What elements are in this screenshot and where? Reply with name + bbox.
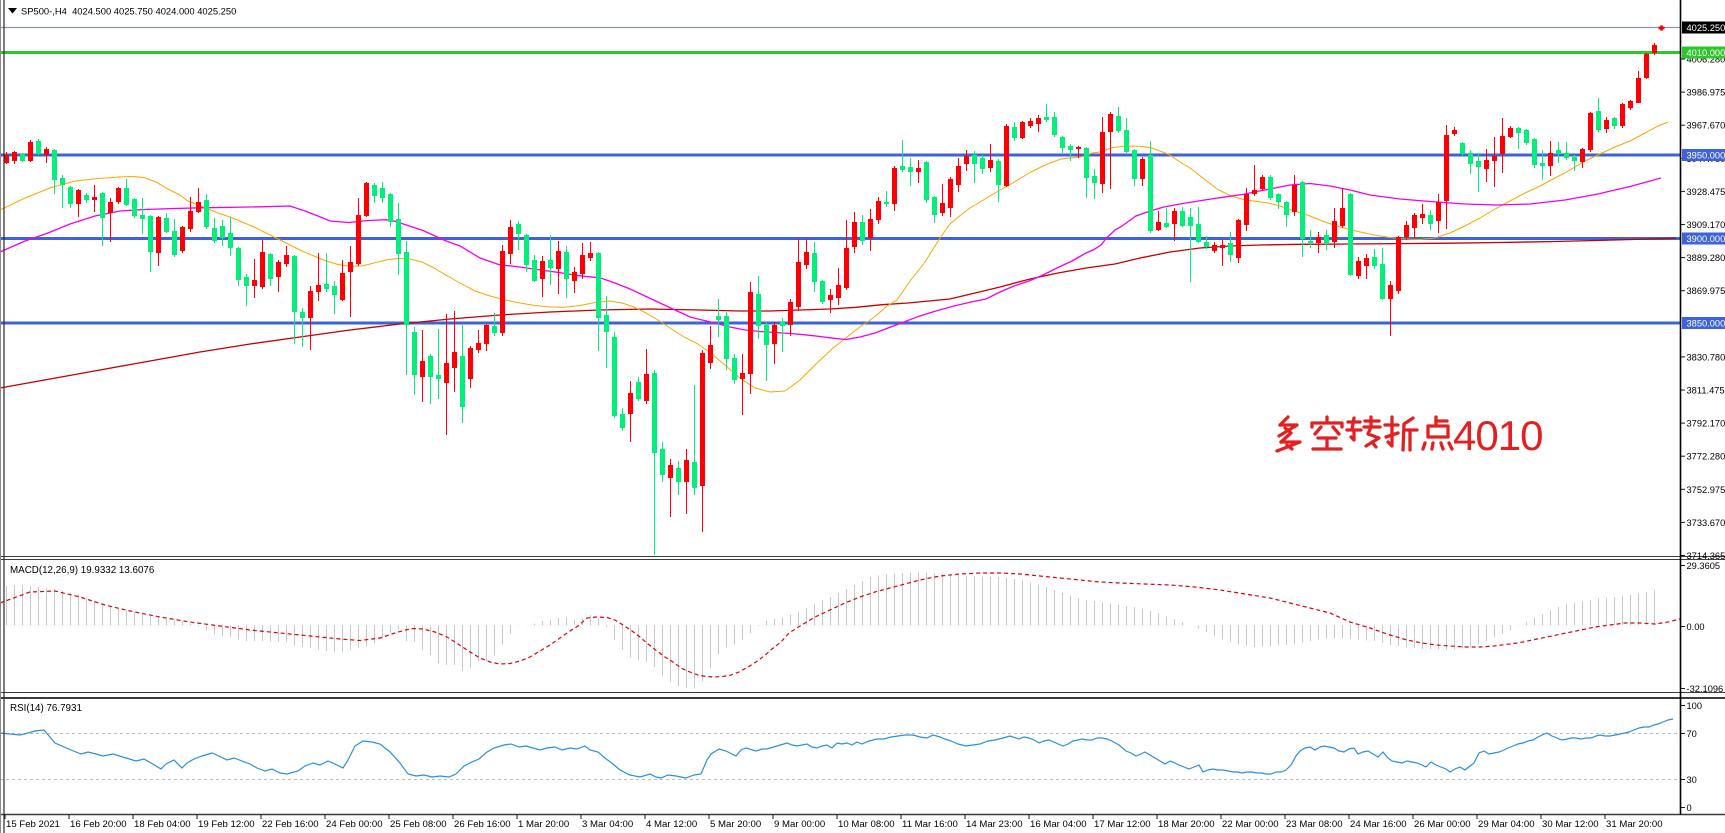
- svg-text:3900.000: 3900.000: [1687, 234, 1725, 244]
- svg-text:MACD(12,26,9) 19.9332 13.6076: MACD(12,26,9) 19.9332 13.6076: [10, 565, 155, 576]
- svg-text:4006.280: 4006.280: [1687, 55, 1725, 65]
- svg-text:-32.1096: -32.1096: [1687, 684, 1724, 694]
- svg-text:3733.670: 3733.670: [1687, 518, 1725, 528]
- svg-text:1 Mar 20:00: 1 Mar 20:00: [518, 819, 569, 830]
- svg-text:3889.280: 3889.280: [1687, 253, 1725, 263]
- svg-text:15 Feb 2021: 15 Feb 2021: [6, 819, 60, 830]
- svg-text:3792.170: 3792.170: [1687, 419, 1725, 429]
- svg-text:3772.280: 3772.280: [1687, 452, 1725, 462]
- svg-text:24 Feb 00:00: 24 Feb 00:00: [326, 819, 383, 830]
- svg-text:3811.475: 3811.475: [1687, 386, 1725, 396]
- svg-text:3869.975: 3869.975: [1687, 286, 1725, 296]
- svg-text:9 Mar 00:00: 9 Mar 00:00: [774, 819, 825, 830]
- svg-text:30 Mar 12:00: 30 Mar 12:00: [1542, 819, 1599, 830]
- svg-text:3830.780: 3830.780: [1687, 352, 1725, 362]
- svg-text:23 Mar 08:00: 23 Mar 08:00: [1286, 819, 1343, 830]
- svg-text:30: 30: [1687, 775, 1697, 785]
- svg-text:3 Mar 04:00: 3 Mar 04:00: [582, 819, 633, 830]
- svg-text:SP500-,H4 4024.500 4025.750 4: SP500-,H4 4024.500 4025.750 4024.000 402…: [21, 6, 236, 17]
- svg-text:25 Feb 08:00: 25 Feb 08:00: [390, 819, 447, 830]
- svg-text:3986.975: 3986.975: [1687, 88, 1725, 98]
- svg-text:3752.975: 3752.975: [1687, 485, 1725, 495]
- svg-text:22 Mar 00:00: 22 Mar 00:00: [1222, 819, 1279, 830]
- svg-text:18 Feb 04:00: 18 Feb 04:00: [134, 819, 191, 830]
- svg-text:16 Feb 20:00: 16 Feb 20:00: [70, 819, 127, 830]
- svg-text:16 Mar 04:00: 16 Mar 04:00: [1030, 819, 1087, 830]
- svg-text:11 Mar 16:00: 11 Mar 16:00: [902, 819, 958, 830]
- svg-text:3714.365: 3714.365: [1687, 551, 1725, 561]
- svg-text:17 Mar 12:00: 17 Mar 12:00: [1094, 819, 1151, 830]
- svg-text:29 Mar 04:00: 29 Mar 04:00: [1478, 819, 1535, 830]
- svg-text:3909.170: 3909.170: [1687, 220, 1725, 230]
- svg-text:3928.475: 3928.475: [1687, 187, 1725, 197]
- svg-text:3967.670: 3967.670: [1687, 121, 1725, 131]
- svg-text:3950.000: 3950.000: [1687, 151, 1725, 161]
- svg-text:4025.250: 4025.250: [1687, 23, 1725, 33]
- svg-text:100: 100: [1687, 701, 1703, 711]
- svg-text:RSI(14) 76.7931: RSI(14) 76.7931: [10, 703, 82, 714]
- svg-text:26 Feb 16:00: 26 Feb 16:00: [454, 819, 511, 830]
- svg-text:26 Mar 00:00: 26 Mar 00:00: [1414, 819, 1471, 830]
- svg-text:70: 70: [1687, 729, 1697, 739]
- svg-text:10 Mar 08:00: 10 Mar 08:00: [838, 819, 895, 830]
- svg-text:29.3605: 29.3605: [1687, 561, 1721, 571]
- svg-text:0: 0: [1687, 803, 1692, 813]
- svg-text:4010: 4010: [1453, 412, 1542, 459]
- svg-text:22 Feb 16:00: 22 Feb 16:00: [262, 819, 319, 830]
- svg-text:4010.000: 4010.000: [1687, 48, 1725, 58]
- svg-text:3850.000: 3850.000: [1687, 319, 1725, 329]
- svg-text:4 Mar 12:00: 4 Mar 12:00: [646, 819, 697, 830]
- svg-text:24 Mar 16:00: 24 Mar 16:00: [1350, 819, 1407, 830]
- svg-text:31 Mar 20:00: 31 Mar 20:00: [1606, 819, 1663, 830]
- svg-text:14 Mar 23:00: 14 Mar 23:00: [966, 819, 1023, 830]
- svg-text:19 Feb 12:00: 19 Feb 12:00: [198, 819, 255, 830]
- svg-text:0.00: 0.00: [1687, 622, 1705, 632]
- svg-text:5 Mar 20:00: 5 Mar 20:00: [710, 819, 761, 830]
- svg-text:18 Mar 20:00: 18 Mar 20:00: [1158, 819, 1215, 830]
